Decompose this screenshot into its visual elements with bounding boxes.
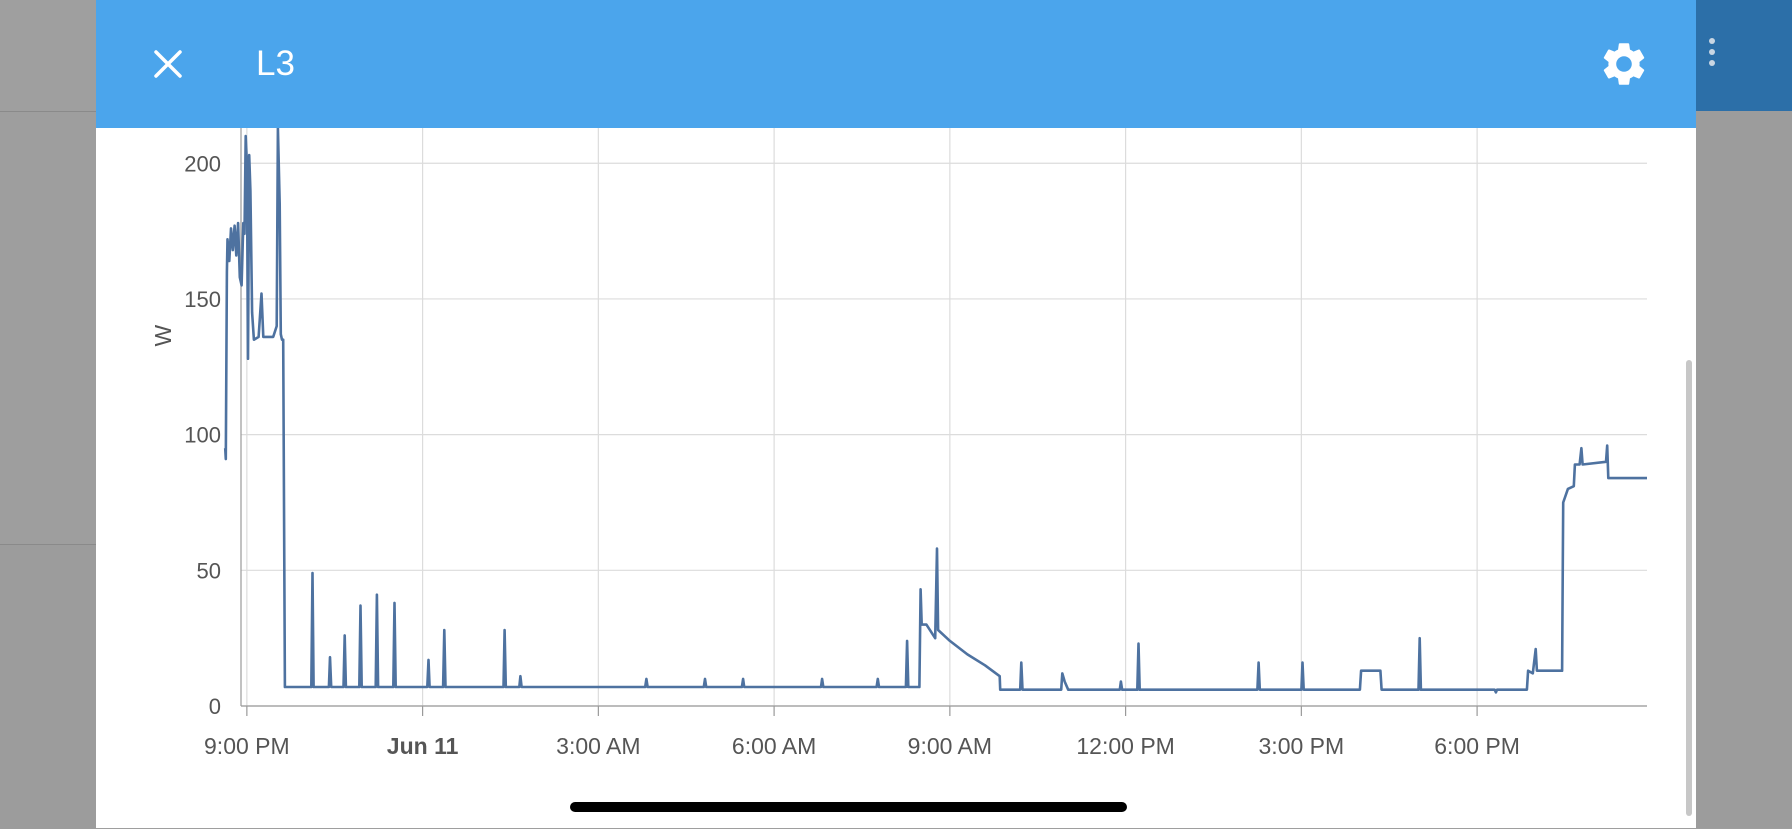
tick-labels: 0 50 100 150 200 9:00 PM Jun 11 3:00 AM 6:00 AM 9… — [184, 151, 1520, 759]
x-tick-label: 9:00 AM — [908, 733, 992, 759]
history-dialog: L3 0 50 100 150 200 9:00 PM Jun 11 3:00 AM 6:00 … — [96, 0, 1696, 828]
x-tick-label: Jun 11 — [387, 733, 459, 759]
y-tick-label: 200 — [184, 151, 221, 176]
x-tick-label: 6:00 AM — [732, 733, 816, 759]
x-tick-label: 12:00 PM — [1076, 733, 1174, 759]
dialog-title: L3 — [256, 44, 295, 83]
close-button[interactable] — [140, 36, 196, 92]
axes — [240, 128, 1647, 716]
line-chart: 0 50 100 150 200 9:00 PM Jun 11 3:00 AM 6:00 AM 9… — [150, 128, 1647, 759]
x-tick-label: 6:00 PM — [1434, 733, 1520, 759]
y-tick-label: 50 — [197, 558, 221, 583]
power-chart: 0 50 100 150 200 9:00 PM Jun 11 3:00 AM 6:00 AM 9… — [96, 128, 1696, 768]
grid — [241, 128, 1647, 707]
series-line — [223, 128, 1647, 694]
y-axis-label: W — [150, 324, 176, 346]
scrollbar[interactable] — [1686, 360, 1692, 816]
x-tick-label: 3:00 PM — [1259, 733, 1345, 759]
home-indicator[interactable] — [570, 802, 1127, 812]
y-tick-label: 150 — [184, 287, 221, 312]
more-vertical-icon[interactable] — [1706, 38, 1718, 78]
background-panel — [1696, 111, 1792, 828]
x-tick-label: 9:00 PM — [204, 733, 290, 759]
y-tick-label: 100 — [184, 423, 221, 448]
settings-button[interactable] — [1598, 38, 1650, 90]
close-icon — [154, 50, 182, 78]
background-app-bar — [1696, 0, 1792, 111]
dialog-header: L3 — [96, 0, 1696, 128]
background-panel — [0, 0, 96, 112]
series — [223, 128, 1647, 694]
y-tick-label: 0 — [209, 694, 221, 719]
x-tick-label: 3:00 AM — [556, 733, 640, 759]
background-panel — [0, 544, 96, 829]
gear-icon — [1603, 43, 1645, 85]
